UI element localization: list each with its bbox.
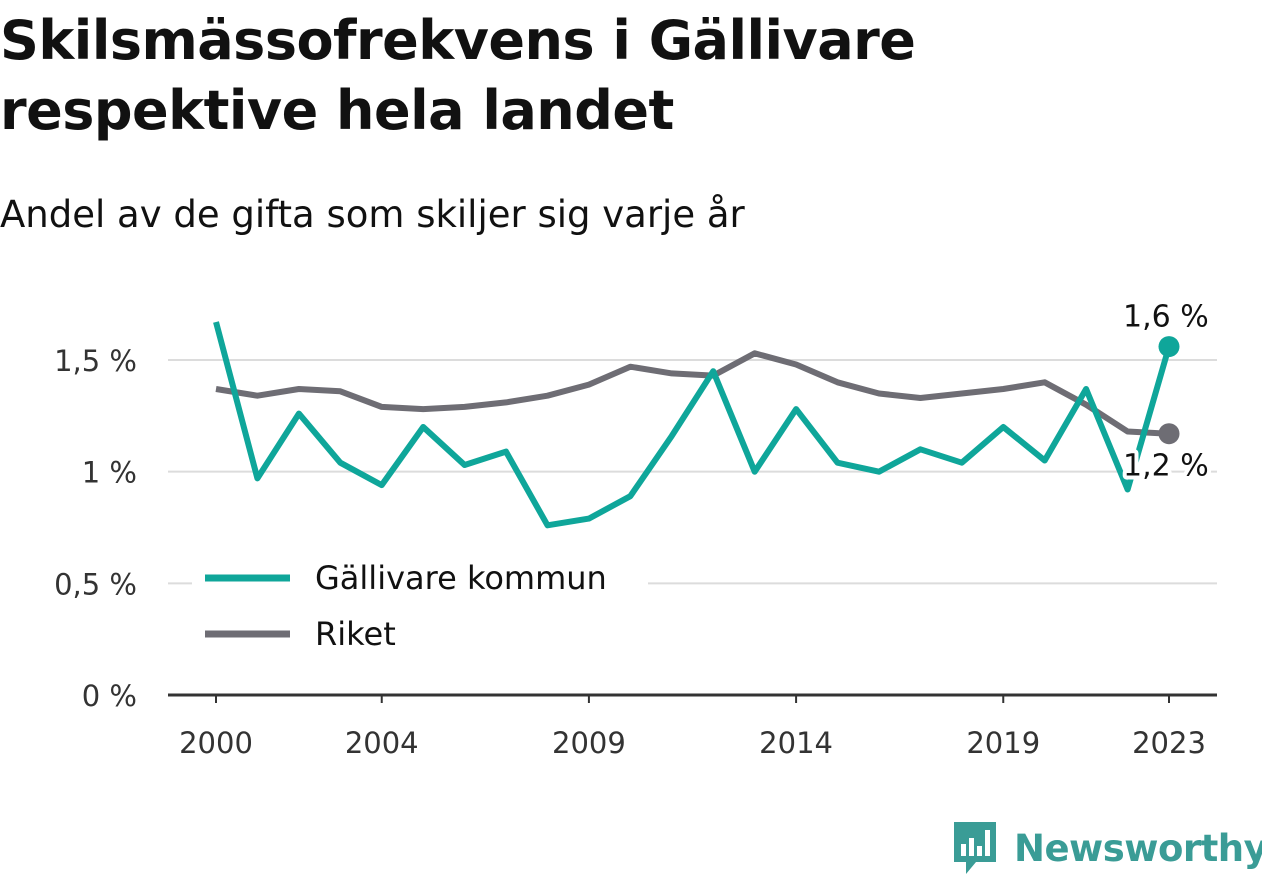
legend-background	[192, 548, 648, 596]
chart-title: Skilsmässofrekvens i Gällivare respektiv…	[0, 9, 916, 142]
y-tick-label: 1,5 %	[54, 344, 137, 378]
y-tick-label: 0 %	[82, 679, 137, 713]
brand-name: Newsworthy	[1014, 826, 1262, 870]
series-line	[215, 350, 1170, 437]
series-line	[213, 321, 1172, 529]
line-chart: 0 % 0,5 % 1 % 1,5 % 2000 2004 2009 2014 2019 202…	[54, 296, 1217, 760]
x-tick-label: 2004	[345, 726, 419, 760]
legend-label: Gällivare kommun	[315, 559, 607, 597]
newsworthy-logo: Newsworthy	[950, 818, 1262, 878]
x-tick-label: 2019	[966, 726, 1040, 760]
end-value-label: 1,2 %	[1123, 449, 1209, 484]
series-end-point	[1158, 336, 1180, 358]
x-tick-label: 2000	[179, 726, 253, 760]
y-tick-label: 1 %	[82, 456, 137, 490]
end-value-labels: 1,6 % 1,2 %	[1119, 296, 1213, 488]
x-tick-label: 2023	[1132, 726, 1206, 760]
legend-background	[192, 604, 648, 652]
x-axis: 2000 2004 2009 2014 2019 2023	[168, 693, 1217, 760]
x-tick-label: 2014	[759, 726, 833, 760]
x-tick-label: 2009	[552, 726, 626, 760]
y-axis-tick-labels: 0 % 0,5 % 1 % 1,5 %	[54, 344, 137, 713]
series-end-point	[1158, 423, 1180, 445]
legend-label: Riket	[315, 615, 396, 653]
y-tick-label: 0,5 %	[54, 567, 137, 601]
newsworthy-bar-chart-icon	[954, 822, 996, 874]
legend: Gällivare kommun Riket	[192, 548, 648, 653]
chart-subtitle: Andel av de gifta som skiljer sig varje …	[0, 193, 745, 236]
series-lines	[213, 321, 1180, 529]
end-value-label: 1,6 %	[1123, 300, 1209, 335]
